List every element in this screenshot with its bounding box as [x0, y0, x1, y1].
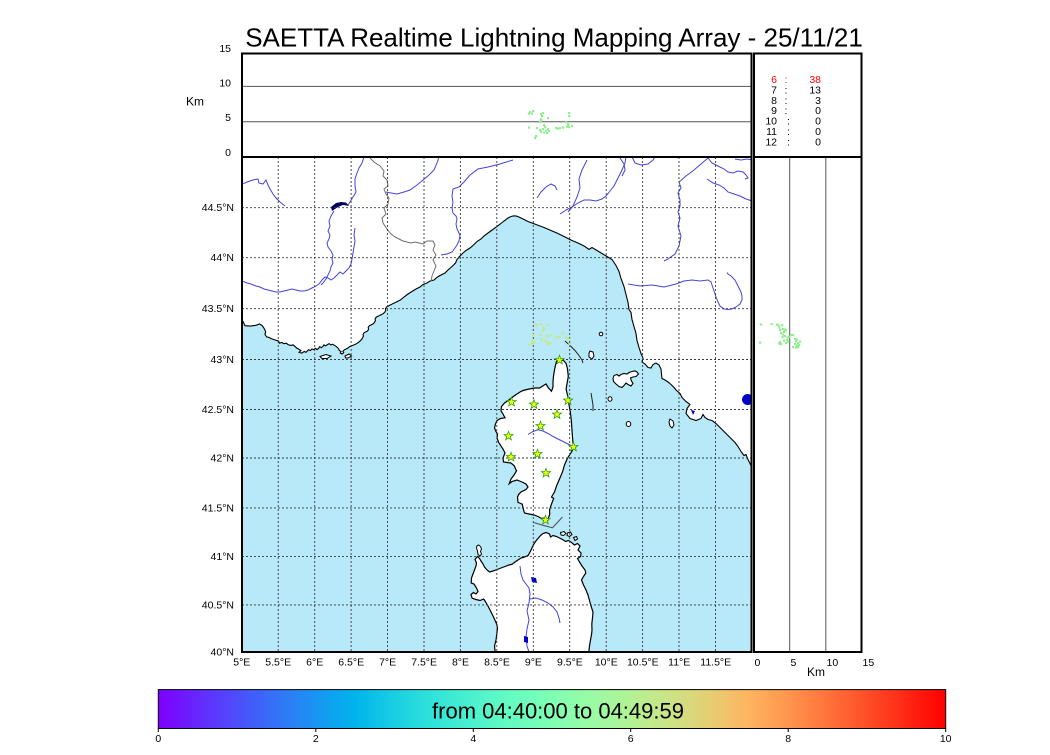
svg-text::: : — [785, 95, 788, 107]
svg-text:7°E: 7°E — [379, 657, 396, 669]
svg-text:42.5°N: 42.5°N — [202, 404, 234, 416]
svg-text:43.5°N: 43.5°N — [202, 303, 234, 315]
svg-text:5°E: 5°E — [233, 657, 250, 669]
svg-text:40°N: 40°N — [211, 647, 234, 659]
svg-text:0: 0 — [815, 126, 821, 138]
svg-text:2: 2 — [313, 733, 319, 745]
svg-text::: : — [785, 85, 788, 97]
svg-text:7: 7 — [771, 85, 777, 97]
svg-text::: : — [787, 126, 790, 138]
svg-text:0: 0 — [815, 136, 821, 148]
svg-text:11: 11 — [766, 126, 777, 138]
svg-text:12: 12 — [765, 136, 777, 148]
svg-text:10: 10 — [219, 77, 231, 89]
svg-text:5.5°E: 5.5°E — [265, 657, 291, 669]
svg-text:13: 13 — [809, 85, 821, 97]
svg-text:11°E: 11°E — [668, 657, 690, 669]
svg-text:10°E: 10°E — [595, 657, 618, 669]
svg-text:Km: Km — [186, 95, 204, 109]
svg-text:4: 4 — [470, 733, 476, 745]
svg-text:10: 10 — [765, 116, 777, 128]
svg-text:5: 5 — [791, 657, 797, 669]
svg-text::: : — [785, 74, 788, 86]
svg-text::: : — [785, 105, 788, 117]
svg-text:Km: Km — [807, 665, 825, 679]
svg-text:6: 6 — [771, 74, 777, 86]
svg-text:0: 0 — [815, 105, 821, 117]
svg-text:10: 10 — [940, 733, 952, 745]
svg-text:9°E: 9°E — [525, 657, 542, 669]
svg-text:0: 0 — [155, 733, 161, 745]
svg-text:10.5°E: 10.5°E — [627, 657, 659, 669]
svg-text:38: 38 — [809, 74, 821, 86]
svg-text:42°N: 42°N — [211, 453, 234, 465]
svg-text:41.5°N: 41.5°N — [202, 502, 234, 514]
svg-text:SAETTA Realtime Lightning Mapp: SAETTA Realtime Lightning Mapping Array … — [245, 23, 863, 53]
svg-text:6.5°E: 6.5°E — [338, 657, 364, 669]
svg-text:10: 10 — [827, 657, 839, 669]
svg-text:5: 5 — [225, 112, 231, 124]
svg-text:9.5°E: 9.5°E — [557, 657, 583, 669]
svg-text:43°N: 43°N — [211, 354, 234, 366]
svg-text:8: 8 — [771, 95, 777, 107]
svg-text:15: 15 — [219, 43, 231, 55]
svg-text:41°N: 41°N — [211, 551, 234, 563]
svg-text:15: 15 — [863, 657, 875, 669]
svg-text:0: 0 — [815, 116, 821, 128]
svg-text:8: 8 — [785, 733, 791, 745]
svg-text:7.5°E: 7.5°E — [411, 657, 437, 669]
svg-text:6: 6 — [628, 733, 634, 745]
svg-text:6°E: 6°E — [306, 657, 323, 669]
svg-text:8.5°E: 8.5°E — [484, 657, 510, 669]
svg-text:from 04:40:00 to 04:49:59: from 04:40:00 to 04:49:59 — [432, 699, 684, 724]
svg-text:44.5°N: 44.5°N — [202, 202, 234, 214]
svg-text:44°N: 44°N — [211, 252, 234, 264]
svg-text::: : — [787, 116, 790, 128]
svg-text::: : — [787, 136, 790, 148]
svg-text:0: 0 — [755, 657, 761, 669]
svg-text:8°E: 8°E — [452, 657, 469, 669]
svg-text:11.5°E: 11.5°E — [700, 657, 731, 669]
svg-text:40.5°N: 40.5°N — [202, 599, 234, 611]
svg-text:9: 9 — [771, 105, 777, 117]
svg-text:0: 0 — [225, 147, 231, 159]
svg-text:3: 3 — [815, 95, 821, 107]
